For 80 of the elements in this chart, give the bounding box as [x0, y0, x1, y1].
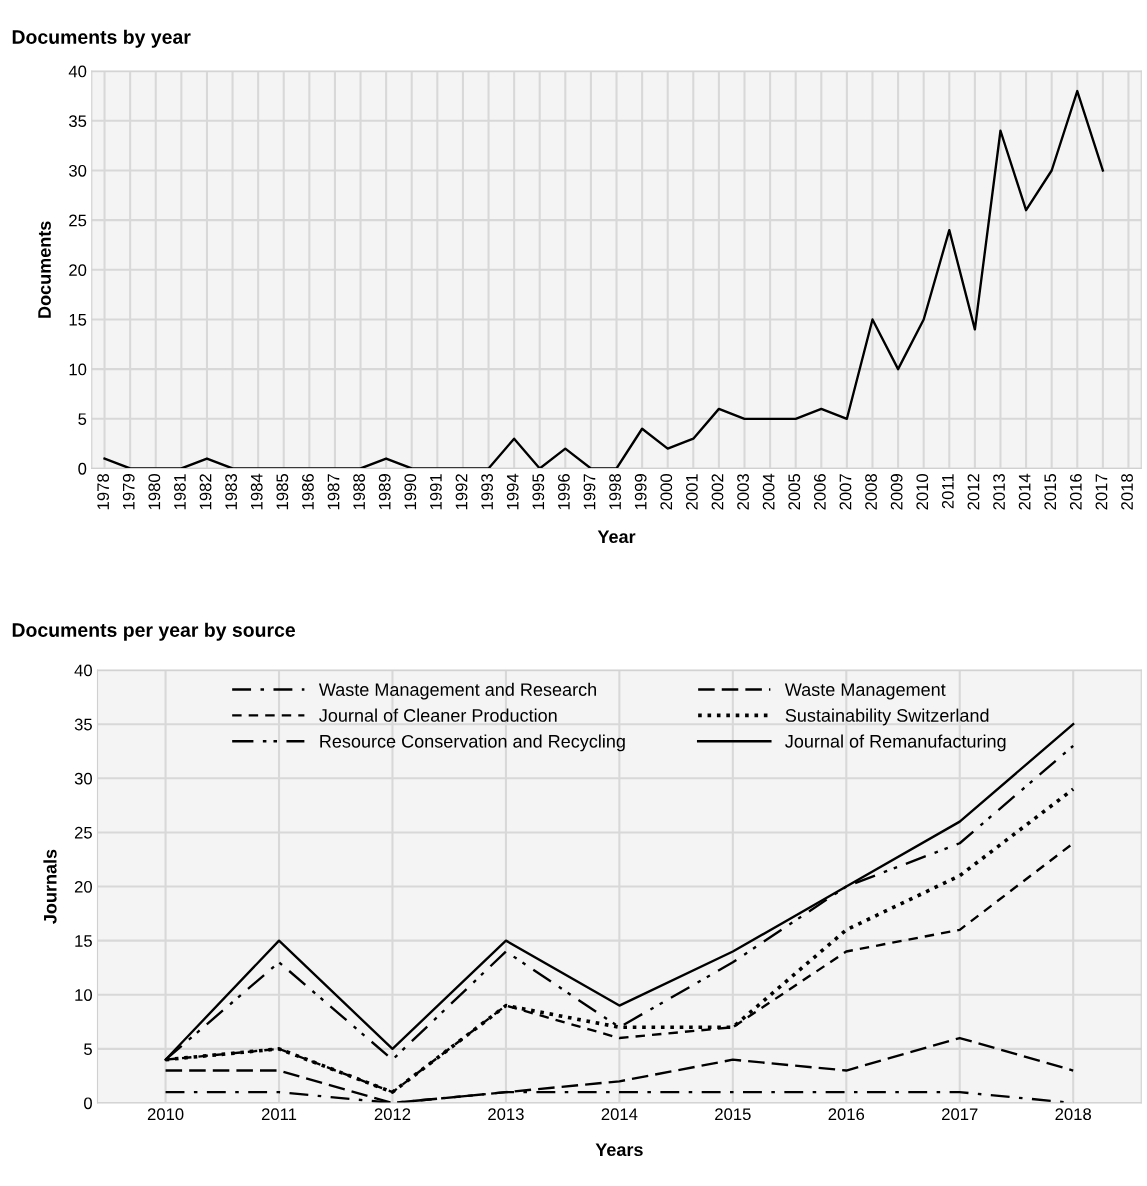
x-tick-label: 1990 — [404, 473, 417, 510]
x-tick-label: 2013 — [993, 474, 1005, 510]
x-tick-label: 1998 — [609, 474, 621, 510]
x-tick-label: 2012 — [967, 474, 980, 510]
x-tick-label: 1984 — [250, 473, 263, 510]
y-tick-label: 5 — [78, 413, 87, 426]
x-tick-label: 2010 — [147, 1108, 184, 1121]
x-tick-label: 1985 — [276, 474, 289, 510]
y-tick-label: 20 — [69, 264, 87, 277]
x-tick-label: 2010 — [916, 473, 929, 510]
x-tick-label: 1980 — [148, 473, 161, 510]
x-tick-label: 2013 — [488, 1108, 524, 1121]
x-tick-label: 2011 — [941, 474, 954, 509]
x-tick-label: 2015 — [1044, 474, 1057, 510]
x-tick-label: 1988 — [353, 474, 366, 510]
x-tick-label: 2007 — [839, 474, 852, 510]
y-tick-label: 10 — [69, 363, 87, 376]
y-axis-title: Documents — [38, 221, 51, 318]
y-tick-label: 40 — [74, 664, 92, 677]
x-tick-label: 1995 — [532, 474, 545, 510]
x-axis-title: Years — [595, 1143, 643, 1157]
x-tick-label: 1982 — [199, 474, 212, 510]
x-tick-label: 2005 — [788, 474, 801, 510]
y-tick-label: 30 — [74, 772, 92, 785]
x-tick-label: 2003 — [737, 474, 749, 510]
y-tick-label: 10 — [75, 989, 92, 1001]
x-tick-label: 1997 — [583, 474, 596, 510]
x-tick-label: 2002 — [711, 474, 724, 510]
x-tick-label: 2018 — [1055, 1108, 1092, 1121]
x-tick-label: 2008 — [865, 474, 877, 510]
x-tick-label: 1996 — [557, 474, 570, 510]
x-tick-label: 2017 — [942, 1108, 978, 1121]
y-tick-label: 0 — [78, 462, 87, 475]
chart-title: Documents by year — [12, 29, 191, 48]
y-tick-label: 20 — [74, 880, 92, 893]
y-tick-label: 15 — [75, 935, 92, 947]
x-tick-label: 2006 — [813, 474, 826, 510]
y-tick-label: 5 — [84, 1043, 92, 1056]
x-tick-label: 2016 — [828, 1108, 865, 1121]
y-axis-title: Journals — [43, 849, 57, 924]
x-tick-label: 2015 — [715, 1108, 751, 1121]
y-tick-label: 35 — [69, 115, 87, 128]
x-tick-label: 1994 — [506, 473, 519, 510]
x-tick-label: 1993 — [481, 474, 493, 510]
x-tick-label: 1986 — [302, 474, 314, 510]
y-tick-label: 25 — [74, 826, 92, 839]
x-tick-label: 1981 — [174, 474, 186, 510]
x-tick-label: 1979 — [122, 474, 135, 510]
y-tick-label: 25 — [69, 214, 87, 227]
x-tick-label: 2009 — [890, 474, 903, 510]
x-tick-label: 1983 — [225, 474, 238, 510]
x-tick-label: 2001 — [685, 474, 698, 510]
chart-title: Documents per year by source — [12, 622, 296, 641]
x-tick-label: 1991 — [430, 474, 442, 510]
legend-label: Resource Conservation and Recycling — [320, 734, 625, 752]
x-tick-label: 2011 — [261, 1108, 297, 1121]
legend-label: Sustainability Switzerland — [785, 708, 989, 726]
y-tick-label: 30 — [69, 164, 87, 177]
legend-label: Journal of Cleaner Production — [319, 708, 557, 722]
x-tick-label: 1992 — [455, 474, 468, 510]
x-tick-label: 1989 — [378, 474, 391, 510]
x-tick-label: 1978 — [97, 474, 110, 510]
y-tick-label: 40 — [68, 65, 87, 78]
x-tick-label: 2016 — [1069, 474, 1082, 510]
y-tick-label: 35 — [74, 718, 92, 731]
x-tick-label: 2000 — [660, 473, 673, 510]
x-tick-label: 2018 — [1121, 474, 1133, 510]
x-tick-label: 2004 — [762, 473, 775, 510]
legend-label: Journal of Remanufacturing — [785, 734, 1006, 752]
x-tick-label: 1999 — [634, 474, 647, 510]
x-tick-label: 2014 — [1018, 473, 1031, 510]
y-tick-label: 0 — [84, 1097, 92, 1110]
x-tick-label: 2012 — [374, 1108, 411, 1121]
x-tick-label: 1987 — [327, 474, 340, 510]
legend-label: Waste Management — [784, 683, 946, 700]
x-tick-label: 2017 — [1095, 474, 1108, 510]
legend-label: Waste Management and Research — [318, 682, 596, 700]
x-axis-title: Year — [597, 530, 636, 544]
y-tick-label: 15 — [69, 314, 87, 326]
x-tick-label: 2014 — [601, 1108, 638, 1121]
